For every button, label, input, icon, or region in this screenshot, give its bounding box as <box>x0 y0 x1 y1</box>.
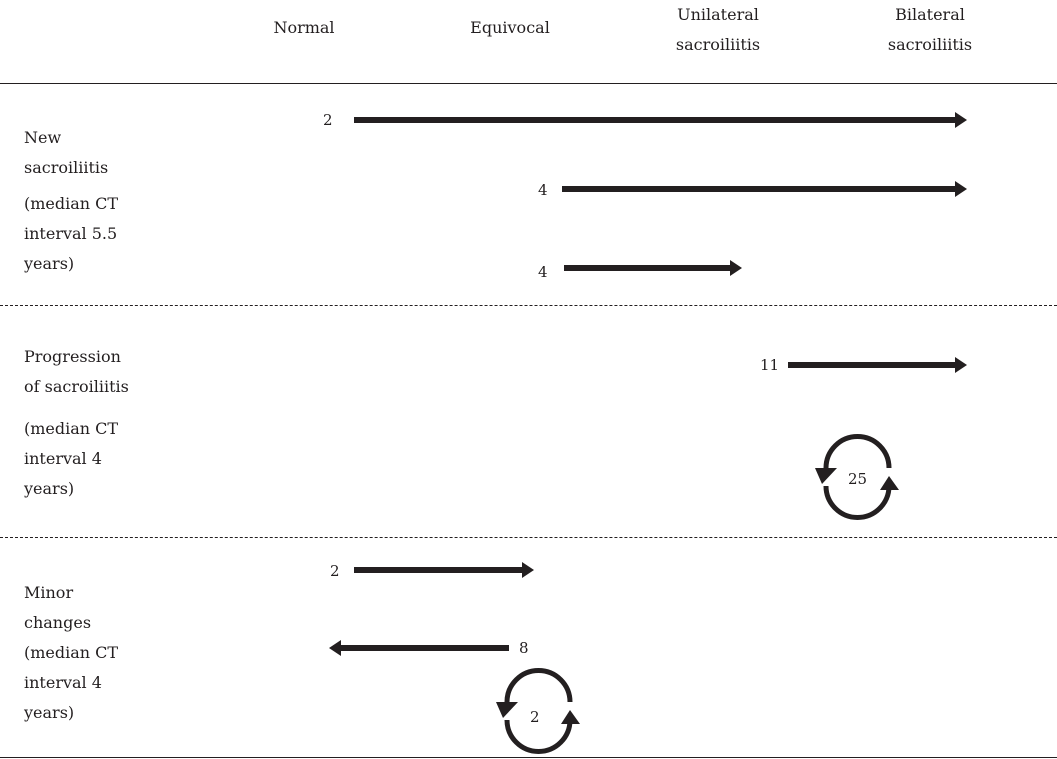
column-header-equivocal: Equivocal <box>440 13 580 43</box>
section-note-line: (median CT <box>24 419 119 438</box>
section-note-new-sacroiliitis: (median CT interval 5.5 years) <box>24 189 118 279</box>
transition-count: 2 <box>330 562 340 580</box>
transition-count: 2 <box>530 708 540 726</box>
transition-count: 2 <box>323 111 333 129</box>
section-label-new-sacroiliitis: New sacroiliitis <box>24 123 108 183</box>
cycle-arrowhead <box>815 468 837 484</box>
transition-count: 8 <box>519 639 529 657</box>
cycle-icon <box>823 434 892 520</box>
section-note-line: (median CT <box>24 194 119 213</box>
section-title-line: Minor <box>24 583 74 602</box>
section-note-line: interval 4 <box>24 449 102 468</box>
column-header-line: Bilateral <box>895 5 965 24</box>
cycle-arrowhead <box>561 710 580 724</box>
column-header-bilateral: Bilateral sacroiliitis <box>860 0 1000 60</box>
section-title-line: sacroiliitis <box>24 158 109 177</box>
section-divider <box>0 537 1057 538</box>
arrow-right <box>788 357 967 373</box>
section-title-line: changes <box>24 613 92 632</box>
section-note-minor-changes: (median CT interval 4 years) <box>24 638 118 728</box>
section-note-line: (median CT <box>24 643 119 662</box>
bottom-rule <box>0 757 1057 758</box>
transition-count: 11 <box>760 356 780 374</box>
column-header-unilateral: Unilateral sacroiliitis <box>648 0 788 60</box>
column-header-line: Unilateral <box>677 5 759 24</box>
arrow-right <box>354 112 967 128</box>
column-header-line: sacroiliitis <box>675 35 761 54</box>
transition-count: 4 <box>538 263 548 281</box>
column-header-line: Normal <box>273 18 335 37</box>
section-note-line: years) <box>24 703 75 722</box>
arrow-left <box>329 640 509 656</box>
transition-count: 4 <box>538 181 548 199</box>
header-rule <box>0 83 1057 84</box>
arrow-right <box>564 260 742 276</box>
cycle-icon <box>504 668 573 754</box>
section-label-minor-changes: Minor changes <box>24 578 91 638</box>
section-title-line: of sacroiliitis <box>24 377 129 396</box>
section-note-line: interval 4 <box>24 673 102 692</box>
section-note-progression: (median CT interval 4 years) <box>24 414 118 504</box>
cycle-arrowhead <box>880 476 899 490</box>
transition-count: 25 <box>848 470 868 488</box>
arrow-right <box>354 562 534 578</box>
section-note-line: interval 5.5 <box>24 224 118 243</box>
arrow-right <box>562 181 967 197</box>
section-divider <box>0 305 1057 306</box>
section-title-line: New <box>24 128 62 147</box>
column-header-line: sacroiliitis <box>887 35 973 54</box>
column-header-normal: Normal <box>244 13 364 43</box>
section-note-line: years) <box>24 254 75 273</box>
section-note-line: years) <box>24 479 75 498</box>
column-header-line: Equivocal <box>470 18 550 37</box>
cycle-arrowhead <box>496 702 518 718</box>
section-label-progression: Progression of sacroiliitis <box>24 342 129 402</box>
section-title-line: Progression <box>24 347 121 366</box>
